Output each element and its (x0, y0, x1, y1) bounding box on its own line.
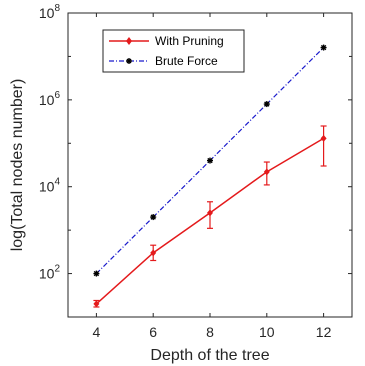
x-axis-label: Depth of the tree (150, 347, 269, 364)
data-point-diamond (93, 300, 100, 308)
series-layer (93, 44, 327, 308)
legend-marker-with-pruning (126, 37, 132, 45)
y-tick-base: 10 (39, 92, 55, 108)
asterisk-stroke (150, 214, 156, 220)
y-tick-exponent: 4 (54, 177, 60, 188)
y-tick-label: 102 (39, 264, 61, 282)
data-point-asterisk (93, 270, 100, 277)
data-point-diamond (320, 134, 327, 142)
y-tick-label: 108 (39, 3, 61, 21)
data-point-asterisk (207, 157, 213, 164)
legend: With Pruning Brute Force (102, 29, 245, 73)
x-tick-label: 6 (149, 324, 157, 340)
legend-label-brute-force: Brute Force (155, 54, 218, 68)
y-axis-label: log(Total nodes number) (9, 79, 26, 252)
data-point-asterisk (263, 101, 270, 108)
y-tick-base: 10 (39, 5, 55, 21)
y-tick-base: 10 (39, 266, 55, 282)
y-tick-exponent: 2 (54, 264, 60, 275)
legend-label-with-pruning: With Pruning (155, 34, 224, 48)
legend-box (102, 29, 245, 73)
y-tick-base: 10 (39, 179, 55, 195)
x-tick-label: 10 (259, 324, 275, 340)
data-point-asterisk (320, 44, 327, 51)
x-tick-label: 8 (206, 324, 214, 340)
y-tick-exponent: 6 (54, 90, 60, 101)
legend-marker-brute-force (126, 58, 132, 64)
asterisk-stroke (207, 157, 213, 164)
x-tick-label: 4 (93, 324, 101, 340)
data-point-asterisk (150, 214, 157, 221)
asterisk-stroke (93, 270, 100, 277)
data-point-diamond (263, 168, 270, 176)
data-point-diamond (207, 209, 213, 217)
data-point-diamond (150, 249, 157, 257)
y-tick-exponent: 8 (54, 3, 60, 14)
asterisk-stroke (320, 44, 327, 51)
x-tick-label: 12 (316, 324, 332, 340)
y-tick-label: 104 (39, 177, 61, 195)
asterisk-stroke (264, 101, 270, 107)
x-axis-ticks: 4 6 8 10 12 (93, 13, 332, 340)
y-tick-label: 106 (39, 90, 61, 108)
